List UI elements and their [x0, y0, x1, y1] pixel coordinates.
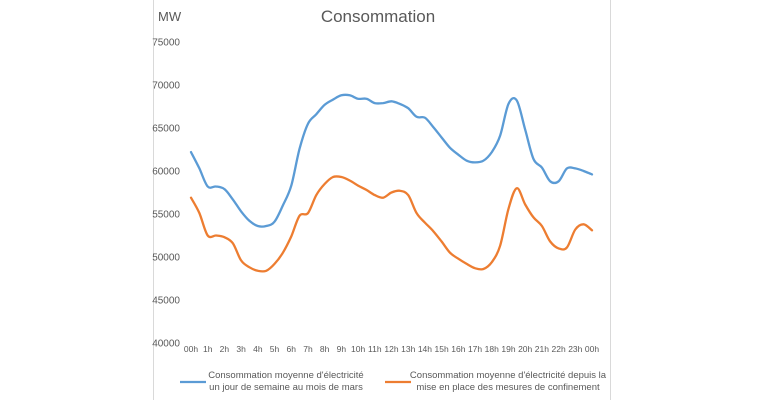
x-tick-label: 11h — [368, 344, 382, 354]
x-tick-label: 3h — [236, 344, 246, 354]
y-tick-label: 50000 — [152, 253, 180, 264]
chart-frame-left-border — [153, 0, 154, 400]
x-tick-label: 16h — [451, 344, 465, 354]
series-line-lockdown — [189, 175, 594, 273]
x-axis-tick-labels: 00h 1h 2h 3h 4h 5h 6h 7h 8h 9h 10h 11h 12h 13h 14h 15h 1… — [184, 344, 599, 354]
x-tick-label: 20h — [518, 344, 532, 354]
y-tick-label: 45000 — [152, 296, 180, 307]
x-tick-label: 14h — [418, 344, 432, 354]
x-tick-label: 21h — [535, 344, 549, 354]
x-tick-label: 15h — [435, 344, 449, 354]
chart-title: Consommation — [321, 7, 435, 26]
x-tick-label: 00h — [184, 344, 198, 354]
y-tick-label: 75000 — [152, 38, 180, 49]
x-tick-label: 9h — [337, 344, 347, 354]
x-tick-label: 17h — [468, 344, 482, 354]
x-tick-label: 1h — [203, 344, 213, 354]
y-tick-label: 40000 — [152, 339, 180, 350]
y-tick-label: 70000 — [152, 81, 180, 92]
y-axis-tick-labels: 75000 70000 65000 60000 55000 50000 45000 40000 — [152, 38, 180, 350]
y-tick-label: 65000 — [152, 124, 180, 135]
y-tick-label: 55000 — [152, 210, 180, 221]
chart-frame-right-border — [610, 0, 611, 400]
x-tick-label: 23h — [568, 344, 582, 354]
legend-label-line-2: un jour de semaine au mois de mars — [209, 382, 363, 393]
x-tick-label: 12h — [384, 344, 398, 354]
x-tick-label: 8h — [320, 344, 330, 354]
x-tick-label: 10h — [351, 344, 365, 354]
x-tick-label: 13h — [401, 344, 415, 354]
x-tick-label: 19h — [501, 344, 515, 354]
x-tick-label: 5h — [270, 344, 280, 354]
x-tick-label: 2h — [220, 344, 230, 354]
legend-label-line-2: mise en place des mesures de confinement — [416, 382, 600, 393]
y-tick-label: 60000 — [152, 167, 180, 178]
x-tick-label: 00h — [585, 344, 599, 354]
legend-label-line-1: Consommation moyenne d'électricité depui… — [410, 370, 607, 381]
y-axis-unit-label: MW — [158, 9, 182, 24]
x-tick-label: 4h — [253, 344, 263, 354]
legend-entry-lockdown: Consommation moyenne d'électricité depui… — [385, 370, 607, 393]
x-tick-label: 18h — [485, 344, 499, 354]
legend-label-line-1: Consommation moyenne d'électricité — [208, 370, 363, 381]
series-lines — [189, 93, 594, 273]
legend: Consommation moyenne d'électricité un jo… — [180, 370, 607, 393]
x-tick-label: 6h — [287, 344, 297, 354]
x-tick-label: 22h — [551, 344, 565, 354]
series-line-weekday-march — [189, 93, 594, 228]
legend-entry-weekday-march: Consommation moyenne d'électricité un jo… — [180, 370, 364, 393]
x-tick-label: 7h — [303, 344, 313, 354]
